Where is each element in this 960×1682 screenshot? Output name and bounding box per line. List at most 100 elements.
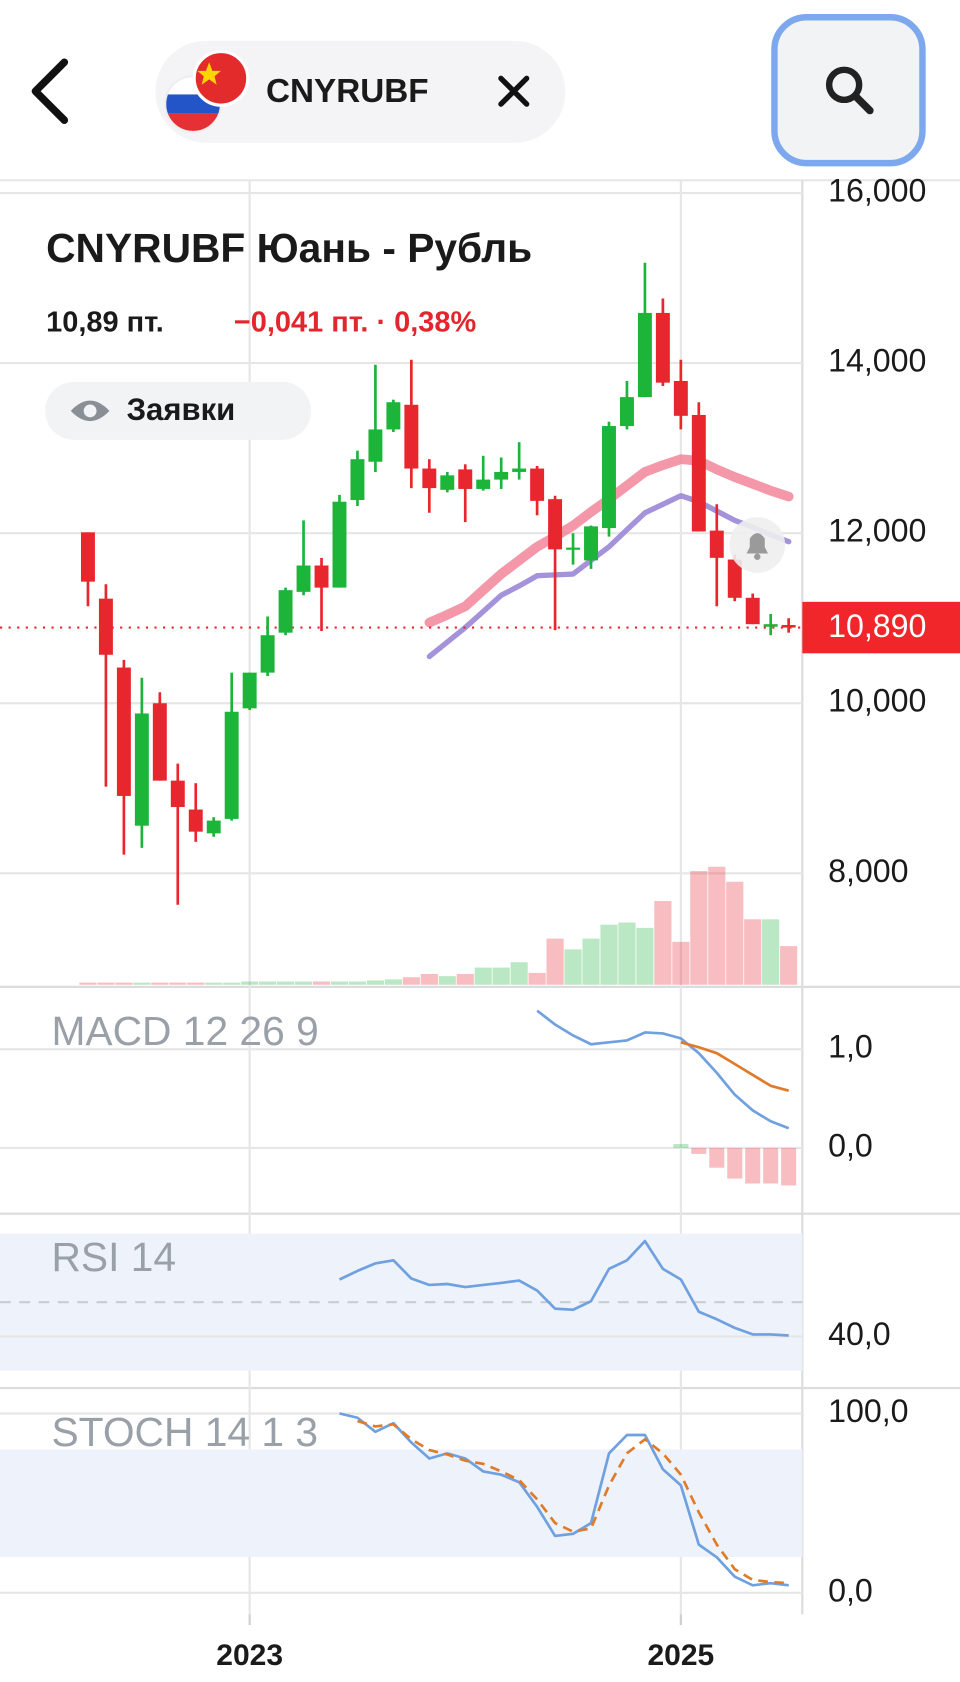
- alert-button[interactable]: [729, 517, 786, 573]
- moving-average: [426, 493, 792, 660]
- indicator-band: [0, 1449, 803, 1557]
- candle-body: [242, 672, 257, 709]
- candle-body: [494, 471, 509, 480]
- back-icon: [31, 58, 69, 124]
- candle-body: [691, 414, 706, 532]
- volume-bar: [115, 982, 133, 985]
- volume-bar: [169, 982, 187, 985]
- volume-bar: [510, 962, 528, 985]
- candle-body: [116, 667, 131, 796]
- candle-body: [98, 598, 113, 655]
- flag-cn-star: [197, 62, 221, 85]
- volume-bar: [438, 976, 456, 985]
- candle-body: [260, 635, 275, 673]
- volume-bar: [618, 922, 636, 985]
- indicator-line: [536, 1009, 790, 1130]
- volume-bar: [402, 977, 420, 985]
- candle-body: [296, 565, 311, 592]
- volume-bar: [420, 974, 438, 985]
- volume-bar: [277, 981, 295, 985]
- orders-button[interactable]: Заявки: [45, 381, 312, 440]
- candle-body: [709, 530, 724, 558]
- volume-bar: [762, 919, 780, 985]
- volume-bar: [672, 941, 690, 985]
- chip-bg: [155, 40, 566, 143]
- candle-body: [80, 532, 95, 582]
- volume-bar: [528, 972, 546, 985]
- candle-body: [637, 312, 652, 398]
- search-icon: [825, 66, 863, 104]
- volume-bar: [187, 982, 205, 985]
- y-tick-label: 40,0: [828, 1316, 891, 1352]
- indicator-band: [0, 1233, 803, 1371]
- volume-bar: [133, 982, 151, 985]
- candle-body: [224, 711, 239, 819]
- volume-bar: [744, 919, 762, 985]
- candle-body: [602, 426, 616, 529]
- volume-bar: [546, 938, 564, 985]
- candle-body: [512, 468, 527, 472]
- histogram-bar: [673, 1144, 689, 1148]
- panel-title: MACD 12 26 9: [51, 1008, 318, 1054]
- candle-body: [655, 312, 670, 383]
- candle-body: [206, 820, 221, 834]
- candle-body: [350, 459, 365, 501]
- candle-body: [440, 475, 455, 490]
- x-tick-label: 2025: [647, 1639, 714, 1672]
- candle-body: [763, 624, 778, 627]
- volume-bar: [348, 981, 367, 985]
- volume-bar: [636, 927, 654, 985]
- histogram-bar: [709, 1147, 725, 1168]
- candle-body: [170, 780, 185, 808]
- volume-bar: [690, 871, 708, 985]
- price: 10,89 пт.: [46, 307, 164, 339]
- volume-bar: [330, 981, 349, 985]
- candle-body: [314, 565, 329, 588]
- candle-body: [619, 397, 634, 427]
- volume-bar: [312, 981, 331, 985]
- clear-button[interactable]: [498, 75, 530, 107]
- indicator-line: [338, 1239, 789, 1337]
- indicator-line: [357, 1419, 789, 1585]
- back-button[interactable]: [31, 58, 69, 124]
- volume-bar: [492, 967, 510, 985]
- volume-bar: [79, 982, 97, 985]
- y-tick-label: 100,0: [828, 1393, 908, 1429]
- histogram-bar: [763, 1147, 779, 1184]
- candle-body: [332, 501, 347, 588]
- candle-body: [386, 402, 401, 430]
- search-bg: [771, 14, 926, 167]
- plot: 2023 2025 16,000 14,000 12,000 10,000 8,000 10,…: [0, 173, 960, 1672]
- candle-body: [745, 597, 760, 625]
- candle-body: [781, 625, 796, 628]
- y-tick-label: 0,0: [828, 1127, 873, 1163]
- histogram-bar: [727, 1147, 743, 1179]
- candle-body: [673, 380, 688, 416]
- volume-bar: [456, 974, 474, 985]
- orders-bg: [45, 381, 312, 440]
- bell-icon: [746, 533, 768, 554]
- panel-title: RSI 14: [51, 1234, 176, 1280]
- volume-bar: [366, 980, 384, 985]
- candle-body: [278, 590, 293, 633]
- volume-bar: [205, 982, 223, 985]
- volume-bar: [780, 946, 798, 985]
- search-button[interactable]: [771, 14, 926, 167]
- candle-body: [422, 468, 437, 489]
- volume-bar: [384, 979, 402, 985]
- candle-body: [727, 559, 742, 598]
- candle-body: [134, 713, 149, 826]
- candle-body: [152, 703, 167, 781]
- histogram-bar: [745, 1147, 761, 1184]
- indicator-line: [680, 1041, 790, 1093]
- volume-bar: [223, 982, 241, 985]
- y-tick-label: 14,000: [828, 343, 926, 379]
- chart-title: CNYRUBF Юань - Рубль: [46, 225, 532, 271]
- orders-label: Заявки: [127, 392, 236, 427]
- volume-bar: [708, 866, 726, 985]
- symbol-chip[interactable]: CNYRUBF: [155, 40, 566, 143]
- y-tick-label: 0,0: [828, 1572, 873, 1608]
- y-tick-label: 1,0: [828, 1029, 873, 1065]
- volume-bar: [600, 924, 618, 985]
- candle-body: [458, 469, 473, 489]
